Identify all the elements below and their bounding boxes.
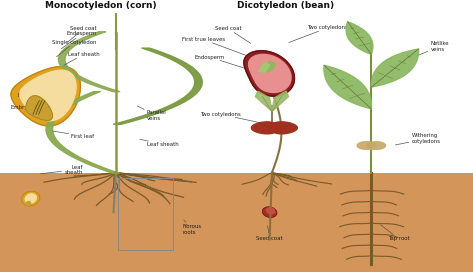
Polygon shape (371, 49, 419, 87)
Text: First leaf: First leaf (53, 131, 95, 138)
Polygon shape (357, 142, 376, 149)
Text: Endosperm: Endosperm (194, 55, 245, 69)
Text: Seed coat: Seed coat (215, 26, 251, 43)
Polygon shape (20, 70, 76, 121)
Ellipse shape (263, 207, 277, 218)
Ellipse shape (266, 207, 275, 215)
Ellipse shape (25, 193, 37, 204)
Polygon shape (11, 67, 80, 126)
Text: Tap root: Tap root (381, 225, 410, 241)
Text: Two cotyledons: Two cotyledons (201, 112, 262, 123)
Polygon shape (249, 54, 291, 92)
Polygon shape (263, 61, 276, 72)
Text: Monocotyledon (corn): Monocotyledon (corn) (45, 1, 157, 10)
Polygon shape (271, 122, 298, 134)
Text: Fibrous
roots: Fibrous roots (182, 220, 201, 235)
Polygon shape (251, 122, 278, 134)
Text: Seed coat: Seed coat (256, 226, 283, 240)
Polygon shape (346, 22, 373, 54)
Polygon shape (0, 173, 473, 272)
Ellipse shape (22, 191, 40, 206)
Text: Leaf sheath: Leaf sheath (140, 139, 178, 147)
Text: First true leaves: First true leaves (182, 37, 248, 56)
Text: Netlike
veins: Netlike veins (416, 41, 449, 56)
Ellipse shape (26, 201, 31, 206)
Polygon shape (244, 51, 294, 96)
Text: Dicotyledon (bean): Dicotyledon (bean) (236, 1, 333, 10)
Polygon shape (255, 91, 272, 112)
Text: Endosperm: Endosperm (61, 32, 97, 49)
Text: Embryonic
root: Embryonic root (10, 101, 39, 116)
Text: Leaf sheath: Leaf sheath (64, 52, 99, 65)
Polygon shape (324, 65, 371, 109)
Text: Single cotyledon: Single cotyledon (53, 40, 97, 57)
Polygon shape (26, 96, 53, 120)
Text: Leaf
sheath: Leaf sheath (41, 165, 83, 175)
Text: Two cotyledons: Two cotyledons (289, 25, 348, 42)
Polygon shape (367, 142, 385, 149)
Polygon shape (259, 62, 270, 72)
Text: First true
leaves: First true leaves (18, 88, 43, 103)
Polygon shape (272, 91, 289, 112)
Text: Seed coat: Seed coat (68, 26, 97, 42)
Bar (118, 178, 173, 250)
Text: Withering
cotyledons: Withering cotyledons (395, 133, 440, 145)
Text: Parallel
veins: Parallel veins (137, 106, 166, 121)
